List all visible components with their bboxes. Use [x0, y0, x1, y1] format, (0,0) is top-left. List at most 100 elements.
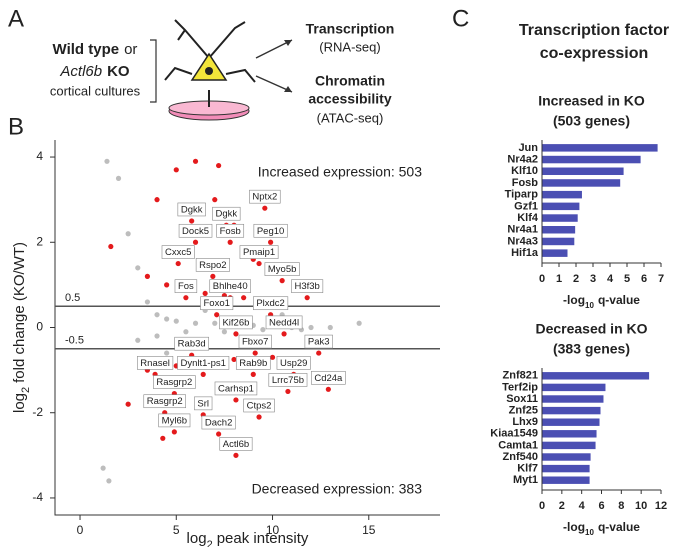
- gene-label-box: [158, 413, 191, 428]
- axis-label-sub: 2: [207, 539, 213, 547]
- gene-label-box: [161, 245, 195, 259]
- annotation: Increased expression: 503: [258, 164, 422, 180]
- bar: [542, 249, 568, 257]
- threshold-label: -0.5: [65, 335, 84, 347]
- gene-label: Rasgrp2: [147, 396, 183, 407]
- axis-label: -log10 q-value: [563, 520, 640, 536]
- gene-label-box: [265, 315, 303, 330]
- bar: [542, 202, 580, 211]
- point: [189, 218, 195, 224]
- gene-label: Cxxc5: [165, 247, 191, 258]
- axis-label: log2 fold change (KO/WT): [11, 242, 32, 413]
- y-tick-label: -2: [32, 405, 43, 419]
- x-tick-label: 5: [624, 273, 630, 285]
- arrowhead: [284, 40, 292, 92]
- point: [214, 312, 220, 318]
- category-label: Znf25: [509, 405, 538, 417]
- gene-label: Nptx2: [252, 192, 277, 203]
- point: [212, 197, 218, 203]
- gene-label-box: [201, 415, 236, 430]
- point: [327, 324, 333, 331]
- gene-label-box: [178, 223, 213, 238]
- point: [216, 431, 222, 437]
- point: [164, 350, 170, 356]
- chart-title: Decreased in KO: [535, 321, 647, 337]
- x-tick-label: 5: [173, 523, 180, 537]
- bar: [542, 418, 600, 426]
- gene-label-box: [249, 189, 281, 204]
- gene-label-box: [195, 258, 230, 272]
- gene-label: Rasgrp2: [156, 377, 192, 388]
- gene-label: Fbxo7: [242, 337, 268, 348]
- point: [100, 465, 106, 471]
- x-tick-label: 6: [641, 273, 647, 285]
- point: [106, 478, 112, 484]
- axis-label: log2 peak intensity: [187, 530, 309, 547]
- condition-line: Wild type or: [53, 41, 138, 58]
- gene-label: Actl6b: [223, 439, 249, 450]
- category-label: Jun: [518, 142, 538, 154]
- condition-text: Wild type: [53, 41, 120, 58]
- gene-label: Dynlt1-ps1: [181, 358, 226, 369]
- condition-line: cortical cultures: [50, 83, 141, 98]
- point: [210, 273, 216, 279]
- point: [200, 371, 206, 377]
- gene-label-box: [177, 356, 230, 370]
- axis-label-text: -log: [563, 293, 585, 307]
- category-label: Gzf1: [514, 200, 538, 212]
- x-tick-label: 7: [658, 273, 664, 285]
- x-tick-label: 2: [573, 273, 579, 285]
- gene-label: Carhsp1: [218, 383, 254, 394]
- point: [304, 295, 310, 301]
- point: [221, 329, 227, 335]
- axis-label-text: log: [11, 393, 28, 413]
- x-tick-label: 8: [618, 500, 624, 512]
- bar: [542, 476, 590, 484]
- category-label: Nr4a3: [507, 235, 538, 247]
- axis-label-text: q-value: [598, 520, 640, 534]
- x-tick-label: 12: [655, 500, 667, 512]
- bar: [542, 155, 641, 164]
- gene-label: Usp29: [280, 358, 307, 369]
- bar: [542, 383, 606, 392]
- point: [125, 401, 131, 407]
- bar: [542, 226, 576, 234]
- point: [279, 278, 285, 284]
- output-title: Transcription: [306, 21, 395, 37]
- point: [227, 239, 233, 245]
- point: [356, 320, 362, 326]
- gene-label-box: [291, 279, 324, 293]
- point: [202, 290, 208, 297]
- category-label: Myt1: [513, 474, 538, 486]
- gene-label-box: [212, 206, 241, 221]
- x-tick-label: 6: [598, 500, 604, 512]
- category-label: Klf10: [511, 165, 538, 177]
- gene-label-box: [153, 375, 196, 389]
- point: [160, 435, 166, 441]
- bracket: [150, 39, 157, 103]
- point: [192, 158, 199, 164]
- axis-label-text: log: [187, 530, 207, 547]
- gene-label: Srl: [197, 398, 209, 409]
- gene-label: Myo5b: [268, 264, 297, 275]
- gene-label-box: [143, 394, 186, 409]
- point: [212, 320, 218, 326]
- gene-label: Myl6b: [162, 415, 187, 426]
- bar: [542, 464, 590, 473]
- gene-label: Pmaip1: [243, 247, 275, 258]
- axis-label-text: peak intensity: [217, 530, 309, 547]
- bar: [542, 430, 597, 438]
- gene-label-box: [253, 223, 288, 238]
- gene-label-box: [174, 336, 209, 351]
- point: [262, 205, 268, 211]
- point: [173, 318, 179, 324]
- point: [281, 331, 287, 337]
- dendrites: [164, 19, 256, 107]
- gene-label-box: [239, 245, 279, 259]
- gene-label: Bhlhe40: [213, 281, 248, 292]
- gene-label-box: [214, 381, 258, 396]
- point: [231, 356, 237, 363]
- gene-label-box: [194, 396, 213, 411]
- gene-label: Lrrc75b: [272, 375, 304, 386]
- gene-label: Rab9b: [239, 358, 267, 369]
